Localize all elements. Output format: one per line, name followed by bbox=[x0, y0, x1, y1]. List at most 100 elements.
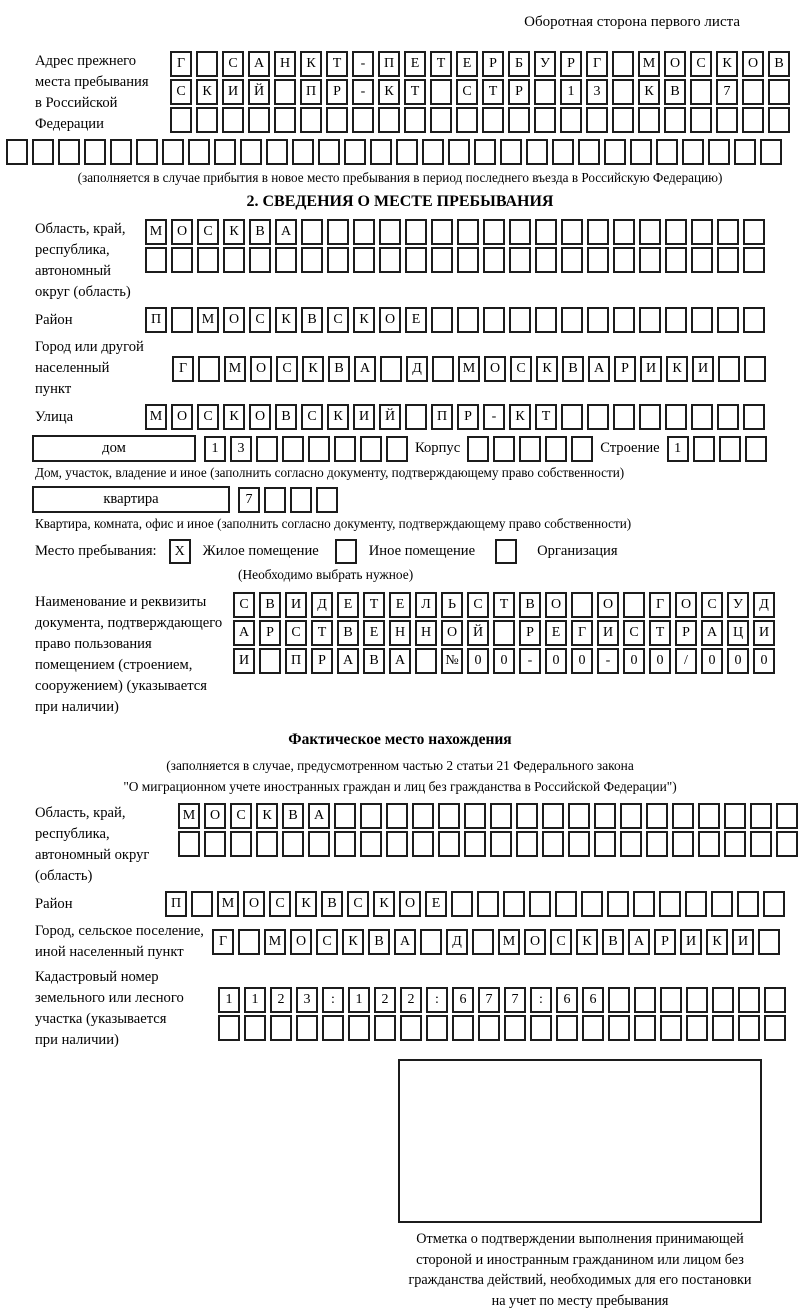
char-cell[interactable] bbox=[604, 139, 626, 165]
char-cell[interactable]: В bbox=[249, 219, 271, 245]
char-cell[interactable]: 0 bbox=[727, 648, 749, 674]
char-cell[interactable] bbox=[308, 436, 330, 462]
char-cell[interactable]: - bbox=[519, 648, 541, 674]
char-cell[interactable] bbox=[327, 247, 349, 273]
char-cell[interactable] bbox=[672, 831, 694, 857]
char-cell[interactable] bbox=[379, 219, 401, 245]
char-cell[interactable] bbox=[327, 219, 349, 245]
char-cell[interactable]: В bbox=[328, 356, 350, 382]
char-cell[interactable]: 7 bbox=[504, 987, 526, 1013]
char-cell[interactable] bbox=[457, 307, 479, 333]
char-cell[interactable]: К bbox=[196, 79, 218, 105]
char-cell[interactable]: С bbox=[316, 929, 338, 955]
checkbox-zhiloe[interactable]: X bbox=[169, 539, 191, 564]
char-cell[interactable] bbox=[282, 436, 304, 462]
char-cell[interactable]: А bbox=[354, 356, 376, 382]
char-cell[interactable] bbox=[379, 247, 401, 273]
char-cell[interactable]: Р bbox=[482, 51, 504, 77]
char-cell[interactable] bbox=[613, 404, 635, 430]
char-cell[interactable] bbox=[711, 891, 733, 917]
char-cell[interactable]: С bbox=[327, 307, 349, 333]
char-cell[interactable] bbox=[682, 139, 704, 165]
char-cell[interactable] bbox=[534, 79, 556, 105]
char-cell[interactable]: А bbox=[588, 356, 610, 382]
char-cell[interactable] bbox=[542, 803, 564, 829]
char-cell[interactable] bbox=[171, 307, 193, 333]
char-cell[interactable]: Т bbox=[482, 79, 504, 105]
char-cell[interactable] bbox=[509, 307, 531, 333]
char-cell[interactable] bbox=[630, 139, 652, 165]
char-cell[interactable] bbox=[270, 1015, 292, 1041]
char-cell[interactable] bbox=[608, 987, 630, 1013]
char-cell[interactable]: С bbox=[233, 592, 255, 618]
char-cell[interactable]: Р bbox=[654, 929, 676, 955]
char-cell[interactable] bbox=[456, 107, 478, 133]
char-cell[interactable] bbox=[646, 831, 668, 857]
char-cell[interactable] bbox=[415, 648, 437, 674]
char-cell[interactable] bbox=[776, 831, 798, 857]
char-cell[interactable]: И bbox=[732, 929, 754, 955]
char-cell[interactable] bbox=[738, 987, 760, 1013]
char-cell[interactable]: К bbox=[576, 929, 598, 955]
char-cell[interactable] bbox=[370, 139, 392, 165]
char-cell[interactable]: Р bbox=[311, 648, 333, 674]
char-cell[interactable] bbox=[360, 803, 382, 829]
char-cell[interactable]: С bbox=[285, 620, 307, 646]
char-cell[interactable]: М bbox=[145, 404, 167, 430]
char-cell[interactable] bbox=[374, 1015, 396, 1041]
char-cell[interactable]: 0 bbox=[571, 648, 593, 674]
char-cell[interactable] bbox=[768, 79, 790, 105]
char-cell[interactable]: П bbox=[378, 51, 400, 77]
char-cell[interactable] bbox=[84, 139, 106, 165]
char-cell[interactable] bbox=[724, 803, 746, 829]
char-cell[interactable] bbox=[503, 891, 525, 917]
char-cell[interactable]: А bbox=[337, 648, 359, 674]
char-cell[interactable]: 7 bbox=[716, 79, 738, 105]
char-cell[interactable] bbox=[274, 79, 296, 105]
char-cell[interactable]: 3 bbox=[586, 79, 608, 105]
char-cell[interactable]: Й bbox=[379, 404, 401, 430]
char-cell[interactable]: 3 bbox=[296, 987, 318, 1013]
char-cell[interactable]: Р bbox=[675, 620, 697, 646]
char-cell[interactable]: Д bbox=[406, 356, 428, 382]
char-cell[interactable]: В bbox=[664, 79, 686, 105]
char-cell[interactable]: Д bbox=[753, 592, 775, 618]
char-cell[interactable] bbox=[690, 107, 712, 133]
char-cell[interactable]: Ь bbox=[441, 592, 463, 618]
char-cell[interactable] bbox=[360, 436, 382, 462]
checkbox-inoe[interactable] bbox=[335, 539, 357, 564]
char-cell[interactable] bbox=[490, 831, 512, 857]
char-cell[interactable] bbox=[685, 891, 707, 917]
char-cell[interactable] bbox=[665, 404, 687, 430]
char-cell[interactable]: Т bbox=[326, 51, 348, 77]
char-cell[interactable]: О bbox=[171, 219, 193, 245]
char-cell[interactable] bbox=[686, 1015, 708, 1041]
char-cell[interactable] bbox=[691, 404, 713, 430]
char-cell[interactable] bbox=[430, 107, 452, 133]
char-cell[interactable] bbox=[426, 1015, 448, 1041]
char-cell[interactable]: 7 bbox=[478, 987, 500, 1013]
char-cell[interactable]: Г bbox=[586, 51, 608, 77]
char-cell[interactable]: В bbox=[602, 929, 624, 955]
char-cell[interactable] bbox=[322, 1015, 344, 1041]
char-cell[interactable] bbox=[204, 831, 226, 857]
char-cell[interactable] bbox=[457, 219, 479, 245]
char-cell[interactable]: С bbox=[301, 404, 323, 430]
char-cell[interactable] bbox=[717, 307, 739, 333]
char-cell[interactable] bbox=[717, 247, 739, 273]
char-cell[interactable] bbox=[380, 356, 402, 382]
char-cell[interactable]: М bbox=[264, 929, 286, 955]
char-cell[interactable] bbox=[386, 436, 408, 462]
char-cell[interactable] bbox=[587, 219, 609, 245]
char-cell[interactable] bbox=[301, 247, 323, 273]
char-cell[interactable] bbox=[672, 803, 694, 829]
char-cell[interactable] bbox=[587, 404, 609, 430]
char-cell[interactable] bbox=[275, 247, 297, 273]
char-cell[interactable] bbox=[737, 891, 759, 917]
char-cell[interactable] bbox=[594, 803, 616, 829]
char-cell[interactable] bbox=[719, 436, 741, 462]
char-cell[interactable] bbox=[238, 929, 260, 955]
char-cell[interactable]: Г bbox=[172, 356, 194, 382]
char-cell[interactable]: В bbox=[768, 51, 790, 77]
char-cell[interactable]: О bbox=[597, 592, 619, 618]
